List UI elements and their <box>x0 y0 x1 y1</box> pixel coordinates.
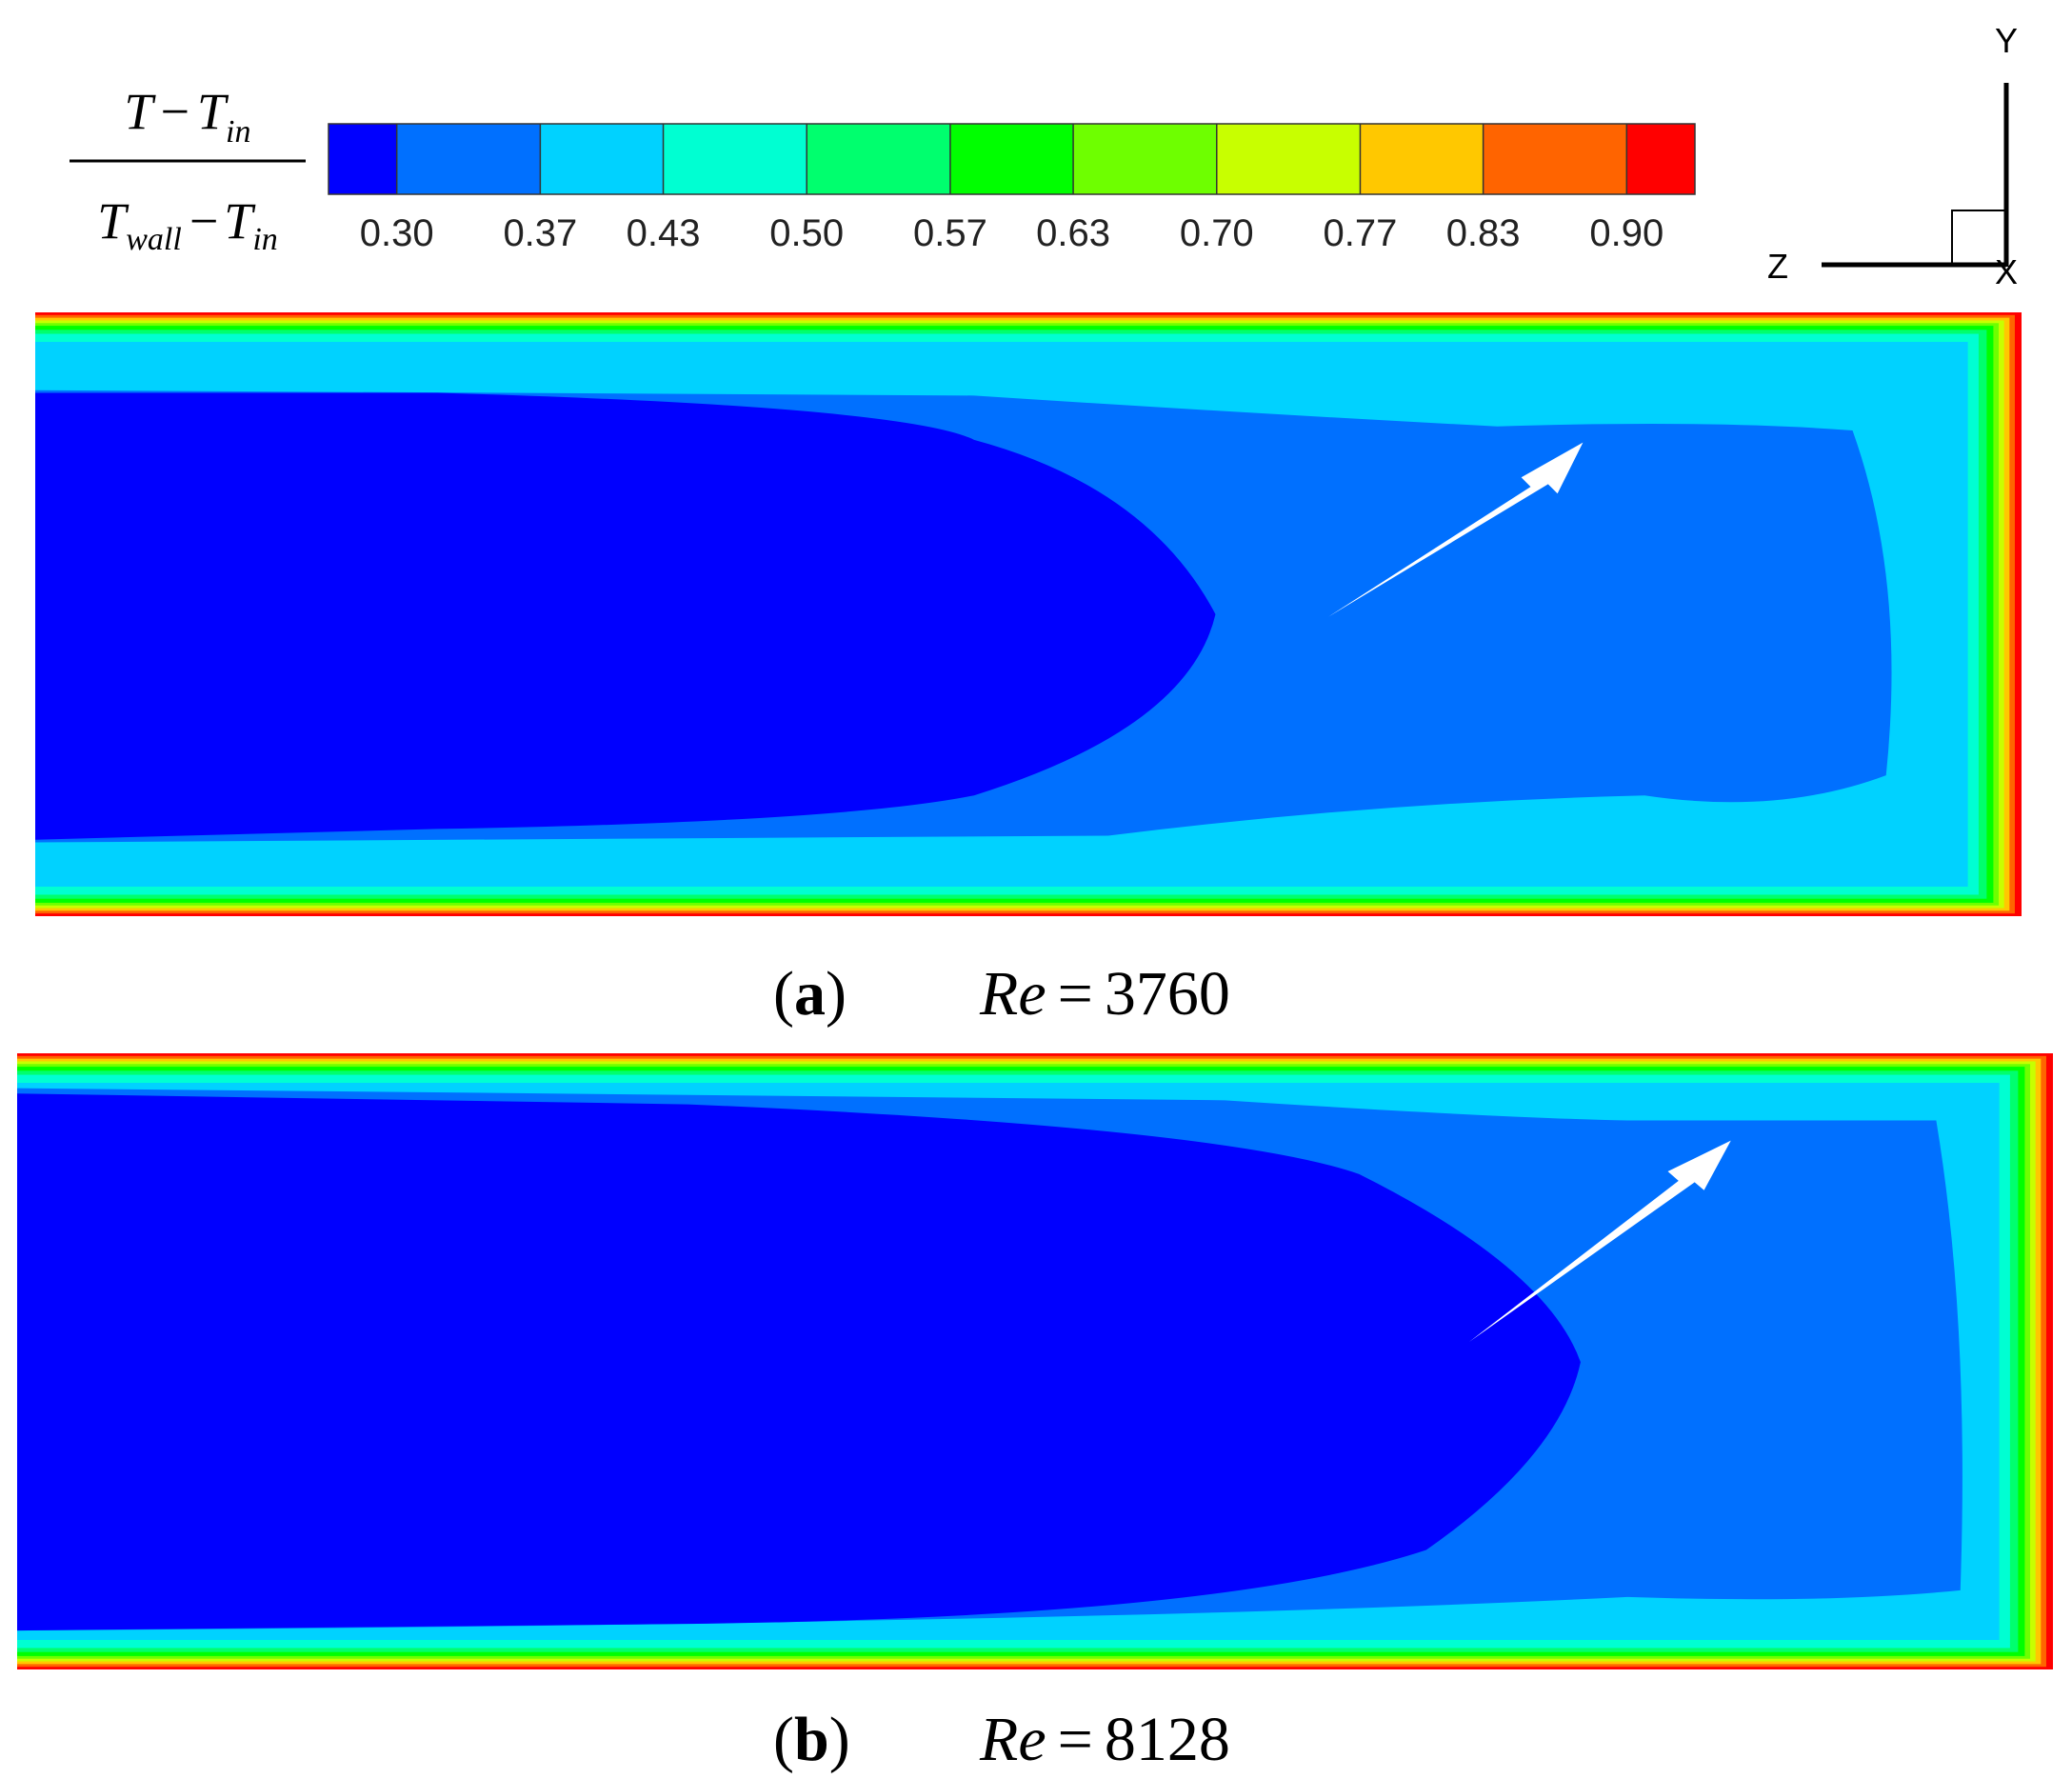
tag: ( <box>773 1705 794 1774</box>
tag: b <box>794 1705 829 1774</box>
colorbar-segment <box>1483 124 1627 194</box>
axes-triad <box>1822 83 2009 268</box>
tag: ( <box>773 959 794 1029</box>
subscript: in <box>252 222 277 257</box>
colorbar-segment <box>1073 124 1217 194</box>
axis-name: Z <box>1767 247 1788 286</box>
symbol: T <box>224 192 256 250</box>
colorbar-segment <box>807 124 950 194</box>
tag: ) <box>829 1705 850 1774</box>
caption-sign: = <box>1058 1705 1093 1774</box>
symbol: − <box>161 83 189 140</box>
colorbar-segment <box>663 124 807 194</box>
colorbar-tick-label: 0.77 <box>1324 212 1398 254</box>
colorbar-segment <box>1360 124 1484 194</box>
colorbar-tick-label: 0.63 <box>1036 212 1110 254</box>
legend-denominator: Twall − Tin <box>97 192 278 257</box>
caption-variable: Re <box>979 959 1046 1029</box>
colorbar: 0.30 0.37 0.43 0.50 0.57 0.63 0.70 0.77 0.83 0.90 <box>328 123 1696 254</box>
colorbar-tick-label: 0.37 <box>503 212 577 254</box>
caption-value: 3760 <box>1105 959 1230 1029</box>
flow-arrow <box>1327 442 1584 617</box>
contour-region <box>35 392 1216 840</box>
colorbar-tick-label: 0.57 <box>913 212 987 254</box>
colorbar-segment <box>1626 124 1695 194</box>
colorbar-tick-label: 0.43 <box>627 212 701 254</box>
panel-caption: (b) Re = 8128 <box>773 1705 1230 1774</box>
contour-region <box>17 1093 1581 1631</box>
colorbar-tick-label: 0.70 <box>1180 212 1254 254</box>
colorbar-segment <box>329 124 397 194</box>
caption-sign: = <box>1058 959 1093 1029</box>
colorbar-segment <box>396 124 541 194</box>
caption-value: 8128 <box>1105 1705 1230 1774</box>
colorbar-segment <box>540 124 664 194</box>
colorbar-tick-label: 0.90 <box>1589 212 1664 254</box>
colorbar-tick-label: 0.83 <box>1446 212 1521 254</box>
legend-numerator: T − Tin <box>124 83 250 150</box>
colorbar-segment <box>949 124 1074 194</box>
symbol: T <box>197 83 229 140</box>
colorbar-tick-label: 0.30 <box>360 212 434 254</box>
flow-arrow <box>1468 1140 1731 1343</box>
tag: a <box>794 959 826 1029</box>
symbol: T <box>97 192 130 250</box>
contour-panel <box>17 1053 2053 1669</box>
triad-box <box>1951 210 2007 266</box>
axis-name: X <box>1995 252 2018 291</box>
colorbar-segment <box>1216 124 1361 194</box>
panel-caption: (a) Re = 3760 <box>773 959 1230 1029</box>
subscript: wall <box>126 222 182 257</box>
tag: ) <box>826 959 847 1029</box>
symbol: T <box>124 83 156 140</box>
contour-panel <box>35 312 2022 916</box>
colorbar-frame <box>328 123 1696 195</box>
caption-variable: Re <box>979 1705 1046 1774</box>
subscript: in <box>226 114 250 150</box>
symbol: − <box>189 192 218 250</box>
axis-name: Y <box>1995 21 2018 60</box>
colorbar-tick-label: 0.50 <box>769 212 844 254</box>
